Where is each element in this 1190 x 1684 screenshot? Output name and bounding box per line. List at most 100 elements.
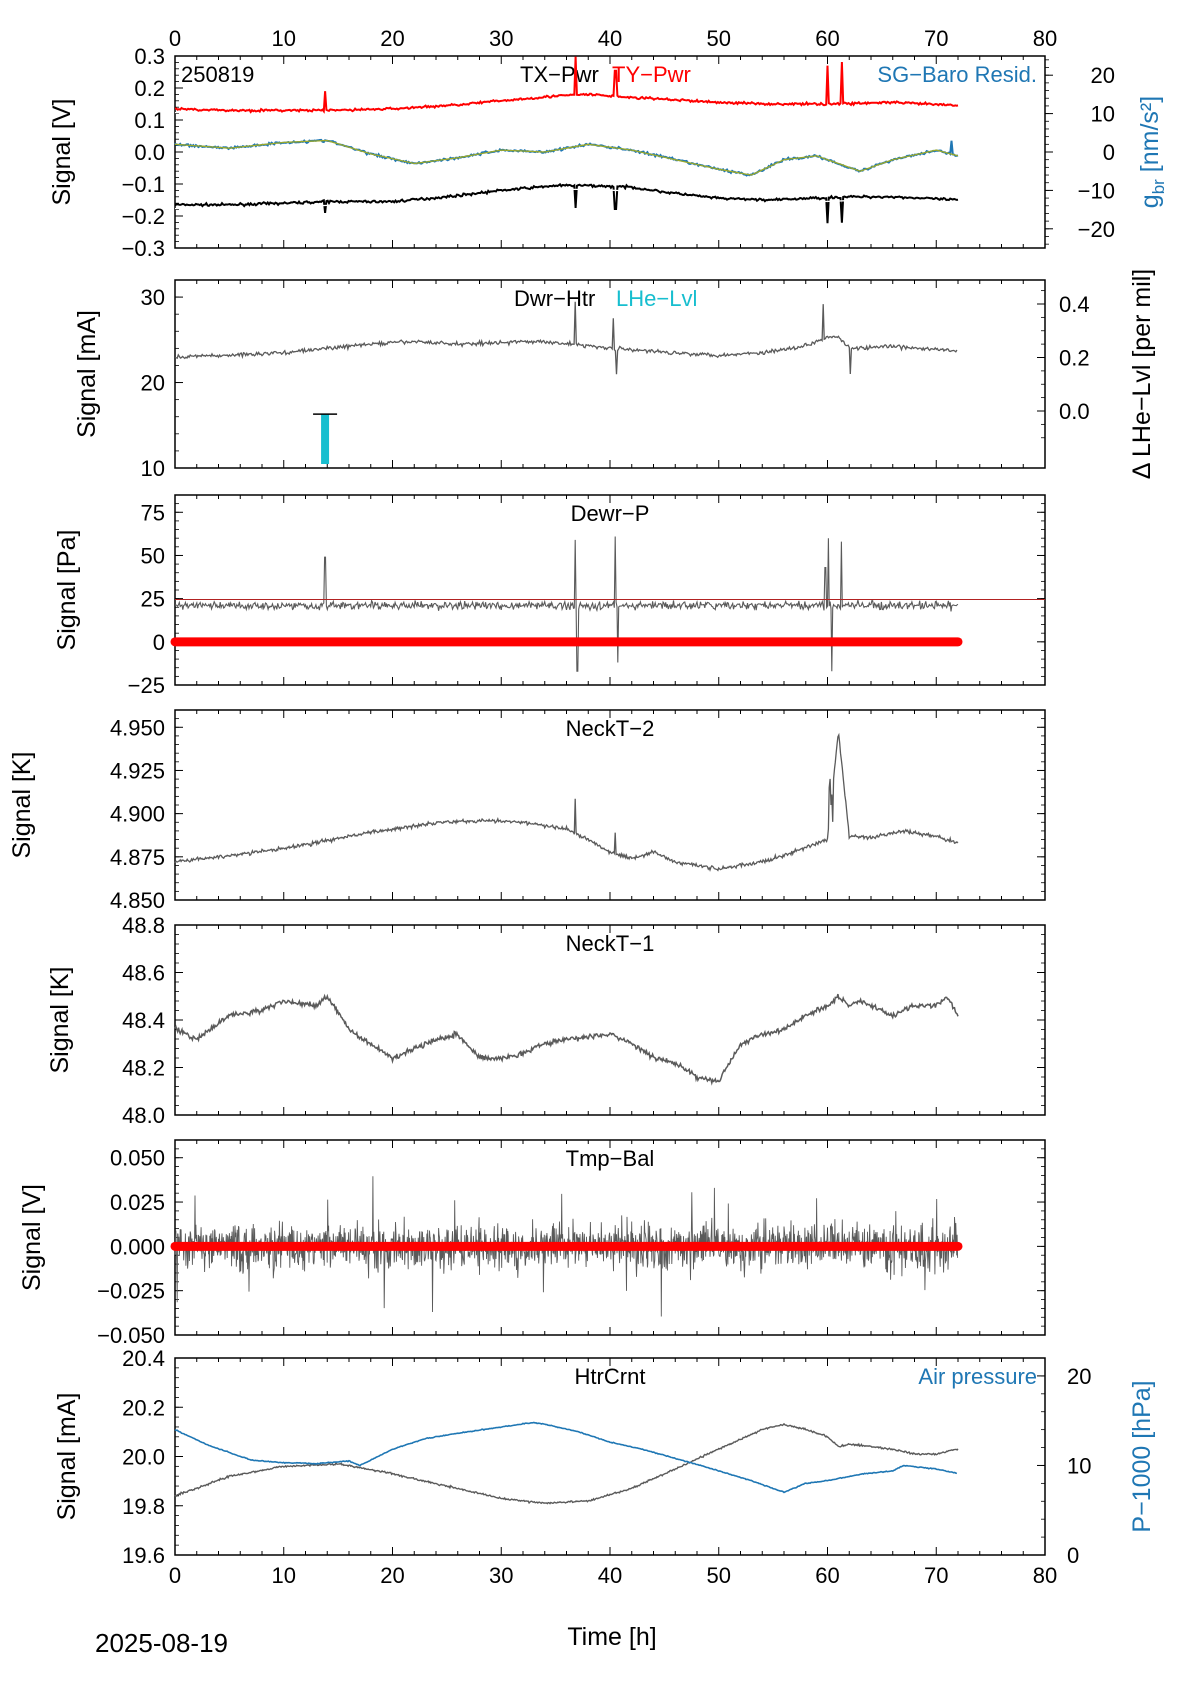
panel-2-frame <box>174 279 1046 469</box>
series-tx-pwr-smooth <box>175 188 959 210</box>
series-label-ty: TY−Pwr <box>612 62 691 87</box>
panel-1-y2tick-label: −20 <box>1078 217 1115 242</box>
bottom-x-tick-label-80: 80 <box>1033 1563 1057 1588</box>
panel-2-ytick-label: 10 <box>141 456 165 481</box>
panel-1-y2tick-label: 10 <box>1091 102 1115 127</box>
bottom-x-tick-label-0: 0 <box>169 1563 181 1588</box>
bottom-x-tick-label-60: 60 <box>815 1563 839 1588</box>
series-dewr-p <box>174 536 959 672</box>
panel-4-title: NeckT−2 <box>566 716 655 741</box>
panel-3-ytick-label: 25 <box>141 587 165 612</box>
panel-1-ytick-label: 0.3 <box>134 44 165 69</box>
series-ty-pwr-noisy <box>174 56 959 115</box>
panel-1-y2tick-label: −10 <box>1078 178 1115 203</box>
panel-4-ytick-label: 4.900 <box>110 802 165 827</box>
panel-2-title: Dwr−Htr <box>514 286 595 311</box>
panel-4-ytick-label: 4.950 <box>110 715 165 740</box>
panel-7-y2tick-label: 10 <box>1067 1453 1091 1478</box>
panel-6-title: Tmp−Bal <box>566 1146 655 1171</box>
panel-3-title: Dewr−P <box>571 501 650 526</box>
x-axis-label: Time [h] <box>567 1623 656 1651</box>
panel-3-ytick-label: 75 <box>141 500 165 525</box>
panel-3-ytick-label: −25 <box>128 673 165 698</box>
series-ty-pwr-smooth <box>174 97 959 115</box>
panel-2-ylabel: Signal [mA] <box>73 310 101 438</box>
series-tx-pwr-noisy <box>174 182 959 224</box>
top-x-tick-label-20: 20 <box>380 26 404 51</box>
panel-1-ylabel: Signal [V] <box>48 98 76 205</box>
panel-2-y2label: Δ LHe−Lvl [per mil] <box>1128 269 1156 480</box>
panel-4-ytick-label: 4.925 <box>110 758 165 783</box>
panel-5-ytick-label: 48.2 <box>122 1056 165 1081</box>
panel-4-ylabel: Signal [K] <box>8 751 36 858</box>
top-x-tick-label-70: 70 <box>924 26 948 51</box>
series-dwr-htr <box>174 301 958 375</box>
panel-2-ytick-label: 30 <box>141 285 165 310</box>
panel-7-ylabel: Signal [mA] <box>53 1393 81 1521</box>
bottom-x-tick-label-10: 10 <box>272 1563 296 1588</box>
bottom-x-tick-label-40: 40 <box>598 1563 622 1588</box>
panel-2-title2: LHe−Lvl <box>616 286 697 311</box>
bottom-x-tick-label-70: 70 <box>924 1563 948 1588</box>
series-htrcrnt <box>174 1422 959 1505</box>
panel-5-ytick-label: 48.6 <box>122 961 165 986</box>
series-neckt-1 <box>174 993 959 1086</box>
panel-5-ytick-label: 48.4 <box>122 1008 165 1033</box>
date-label: 2025-08-19 <box>95 1628 228 1658</box>
panel-7-ytick-label: 19.6 <box>122 1543 165 1568</box>
series-label-tx: TX−Pwr <box>520 62 599 87</box>
panel-7-y2tick-label: 0 <box>1067 1543 1079 1568</box>
top-x-tick-label-0: 0 <box>169 26 181 51</box>
panel-2-y2tick-label: 0.4 <box>1059 292 1090 317</box>
panel-4-ytick-label: 4.850 <box>110 888 165 913</box>
series-lhe-lvl-bar <box>321 414 330 464</box>
panel-1-y2tick-label: 0 <box>1103 140 1115 165</box>
panels-group: 0 10 20 30 40 50 60 70 80 −0.3 −0.2 −0.1 0.0 0.1 0.2 0.… <box>8 26 1168 1588</box>
panel-6-ytick-label: −0.025 <box>97 1279 165 1304</box>
panel-6-ylabel: Signal [V] <box>18 1184 46 1291</box>
series-air-pressure <box>174 1421 958 1494</box>
panel-6-ytick-label: 0.050 <box>110 1146 165 1171</box>
panel-7-ytick-label: 20.2 <box>122 1395 165 1420</box>
bottom-x-tick-label-20: 20 <box>380 1563 404 1588</box>
panel-7-y2label: P−1000 [hPa] <box>1128 1380 1156 1532</box>
series-neckt-2 <box>174 732 959 872</box>
series-sg-baro-noisy <box>174 138 959 177</box>
panel-1-ytick-label: 0.2 <box>134 76 165 101</box>
panel-7-ytick-label: 20.4 <box>122 1346 165 1371</box>
panel-7-ytick-label: 20.0 <box>122 1445 165 1470</box>
panel-5-ytick-label: 48.0 <box>122 1103 165 1128</box>
panel-7-y2tick-label: 20 <box>1067 1364 1091 1389</box>
panel-5-ylabel: Signal [K] <box>46 966 74 1073</box>
panel-1-y2label: gbr [nm/s²] <box>1136 96 1168 208</box>
top-x-tick-label-30: 30 <box>489 26 513 51</box>
bottom-x-tick-label-50: 50 <box>707 1563 731 1588</box>
panel-4-ytick-label: 4.875 <box>110 845 165 870</box>
panel-2-ytick-label: 20 <box>141 371 165 396</box>
panel-1-ytick-label: 0.1 <box>134 108 165 133</box>
panel-6-ytick-label: 0.000 <box>110 1234 165 1259</box>
panel-6-ytick-label: −0.050 <box>97 1323 165 1348</box>
panel-1-inner-label: 250819 <box>181 62 254 87</box>
panel-3-ytick-label: 0 <box>153 630 165 655</box>
panel-6-ytick-label: 0.025 <box>110 1190 165 1215</box>
panel-5-ytick-label: 48.8 <box>122 913 165 938</box>
panel-7-ytick-label: 19.8 <box>122 1494 165 1519</box>
panel-1-ytick-label: −0.2 <box>122 204 165 229</box>
top-x-tick-label-60: 60 <box>815 26 839 51</box>
panel-5-title: NeckT−1 <box>566 931 655 956</box>
series-sg-baro-smooth <box>174 139 959 176</box>
panel-1-ytick-label: −0.1 <box>122 172 165 197</box>
panel-2-y2tick-label: 0.0 <box>1059 399 1090 424</box>
panel-2-y2tick-label: 0.2 <box>1059 346 1090 371</box>
panel-1-y2tick-label: 20 <box>1091 63 1115 88</box>
panel-7-title2: Air pressure <box>918 1364 1037 1389</box>
panel-7-title: HtrCrnt <box>575 1364 646 1389</box>
panel-1-ytick-label: 0.0 <box>134 140 165 165</box>
bottom-x-tick-label-30: 30 <box>489 1563 513 1588</box>
top-x-tick-label-10: 10 <box>272 26 296 51</box>
top-x-tick-label-80: 80 <box>1033 26 1057 51</box>
panel-1-ytick-label: −0.3 <box>122 236 165 261</box>
top-x-tick-label-50: 50 <box>707 26 731 51</box>
